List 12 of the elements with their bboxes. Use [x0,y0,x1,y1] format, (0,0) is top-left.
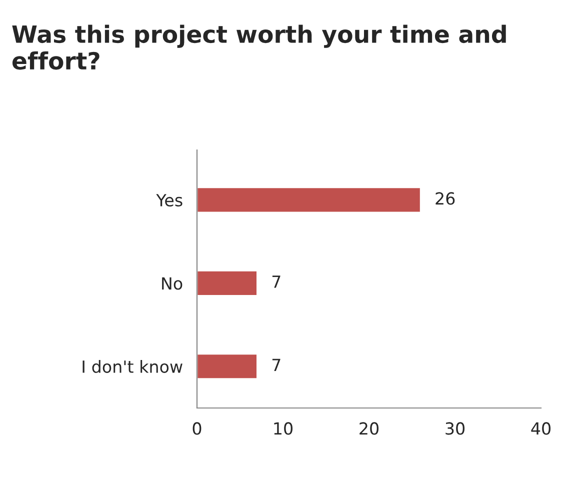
data-label: 7 [272,358,280,371]
chart-title: Was this project worth your time and effort? [12,24,506,70]
x-tick-label: 20 [360,422,378,435]
y-tick-label: No [162,277,182,290]
x-tick-label: 0 [192,422,202,435]
y-tick-label: Yes [156,194,182,207]
x-tick-label: 10 [274,422,292,435]
y-tick-label: I don't know [82,360,182,373]
x-tick-label: 40 [531,422,550,435]
x-tick-label: 30 [446,422,464,435]
data-label: 7 [272,276,280,288]
data-label: 26 [436,192,455,205]
